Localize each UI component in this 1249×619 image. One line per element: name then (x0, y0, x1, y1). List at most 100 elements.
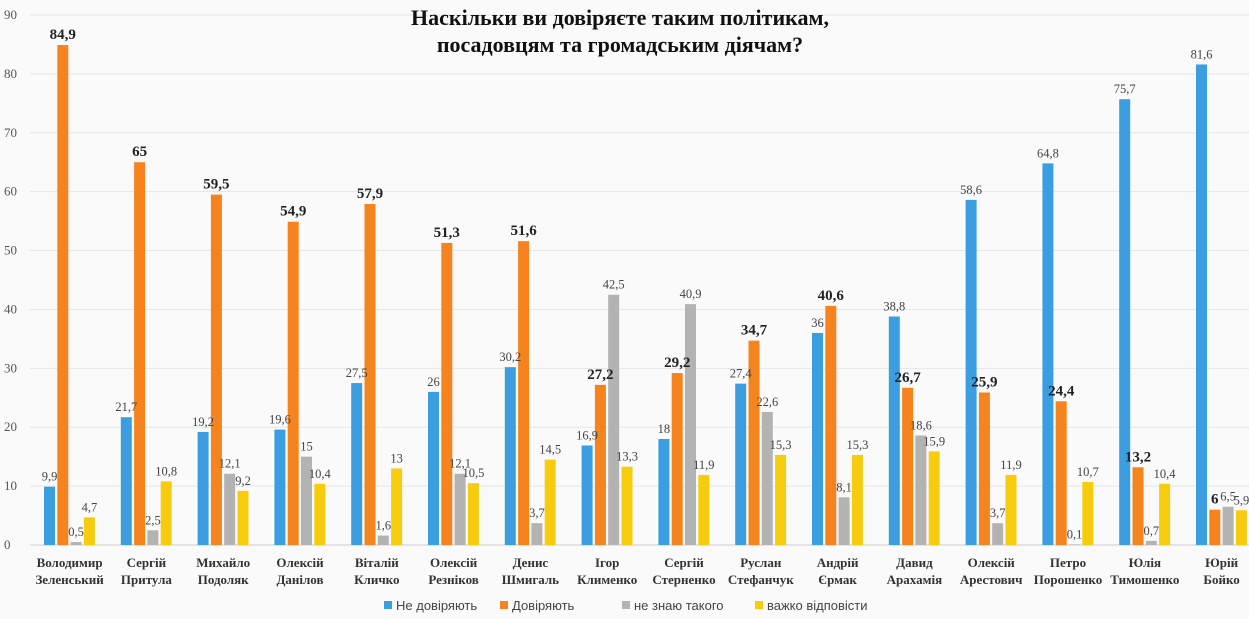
y-tick-label: 0 (4, 537, 11, 552)
y-tick-label: 60 (4, 184, 17, 199)
bar (1209, 509, 1221, 545)
data-label: 10,7 (1077, 465, 1099, 479)
bar (902, 387, 914, 545)
bar (441, 242, 453, 545)
data-label: 57,9 (357, 186, 383, 202)
data-label: 54,9 (280, 204, 306, 220)
x-axis-categories: Володимир Зеленський Сергій Притула Михайло П… (35, 555, 1239, 587)
data-label: 15,3 (770, 438, 792, 452)
data-label: 40,6 (818, 288, 845, 304)
data-label: 59,5 (203, 177, 229, 193)
bar (197, 431, 209, 545)
data-label: 84,9 (50, 27, 76, 43)
bar (1069, 544, 1080, 545)
data-label: 38,8 (883, 300, 905, 314)
data-label: 1,6 (375, 519, 391, 533)
data-label: 12,1 (219, 457, 241, 471)
data-label: 29,2 (664, 355, 690, 371)
data-label: 11,9 (1000, 458, 1021, 472)
bar (364, 204, 376, 546)
legend-swatch (500, 601, 508, 609)
data-label: 13,3 (616, 450, 638, 464)
legend-label: Не довіряють (396, 598, 477, 613)
data-label: 10,4 (309, 467, 332, 481)
data-label: 4,7 (82, 500, 98, 514)
data-label: 40,9 (680, 287, 702, 301)
category-label: Резніков (428, 572, 478, 587)
category-label: Ігор (595, 555, 619, 570)
data-label: 15,9 (923, 434, 945, 448)
bar (44, 486, 55, 545)
data-label: 18,6 (910, 418, 932, 432)
bar (1082, 481, 1094, 545)
category-label: Притула (121, 572, 173, 587)
bar (928, 451, 940, 545)
bar (671, 373, 683, 545)
data-label: 19,6 (269, 413, 291, 427)
legend-swatch (755, 601, 763, 609)
legend-label: важко відповісти (767, 598, 868, 613)
bar (210, 194, 222, 545)
bar (314, 483, 326, 545)
category-label: Данілов (276, 572, 323, 587)
data-label: 27,2 (587, 367, 613, 383)
bar (518, 241, 530, 545)
data-label: 10,5 (462, 466, 484, 480)
bar (1119, 99, 1131, 545)
bar (57, 45, 69, 546)
data-label: 30,2 (499, 350, 521, 364)
bar (851, 454, 863, 545)
data-label: 64,8 (1037, 146, 1059, 160)
bar (621, 466, 633, 545)
legend: Не довіряють Довіряють не знаю такого важко… (384, 598, 868, 613)
bar (120, 417, 132, 545)
data-label: 8,1 (836, 480, 852, 494)
data-label: 15 (300, 440, 313, 454)
category-label: Віталій (355, 555, 399, 570)
category-label: Клименко (577, 572, 637, 587)
data-label: 6,5 (1220, 490, 1236, 504)
data-label: 3,7 (529, 506, 545, 520)
category-label: Тимошенко (1110, 572, 1179, 587)
data-labels: 9,9 84,9 0,5 4,7 21,7 65 2,5 10,8 19,2 59,5 12,1 9,… (42, 27, 1249, 541)
bar (838, 497, 850, 545)
category-label: Олексій (968, 555, 1016, 570)
data-label: 10,8 (155, 464, 177, 478)
data-label: 36 (811, 316, 824, 330)
data-label: 22,6 (756, 395, 778, 409)
bar (581, 445, 593, 545)
category-label: Бойко (1203, 572, 1239, 587)
bar (377, 535, 389, 545)
bar (915, 435, 927, 545)
bar (748, 340, 760, 545)
y-tick-label: 80 (4, 66, 17, 81)
bar (237, 490, 249, 545)
bar (1132, 467, 1144, 545)
bar (825, 305, 837, 545)
bar (454, 473, 466, 545)
bar (1042, 163, 1054, 545)
data-label: 75,7 (1114, 82, 1136, 96)
data-label: 16,9 (576, 428, 598, 442)
data-label: 0,1 (1067, 527, 1083, 541)
category-label: Юрій (1205, 555, 1238, 570)
data-label: 9,2 (235, 474, 251, 488)
data-label: 26 (427, 375, 440, 389)
data-label: 0,7 (1143, 524, 1159, 538)
bar (698, 474, 710, 545)
category-label: Зеленський (35, 572, 104, 587)
y-tick-label: 30 (4, 360, 17, 375)
bar (134, 162, 146, 545)
bar (70, 542, 82, 545)
bar (1145, 540, 1157, 545)
bar (1159, 483, 1171, 545)
category-label: Кличко (354, 572, 399, 587)
bar (274, 429, 286, 545)
data-label: 58,6 (960, 183, 982, 197)
data-label: 13 (390, 451, 403, 465)
data-label: 81,6 (1191, 47, 1213, 61)
category-label: Михайло (196, 555, 250, 570)
bar (1222, 506, 1234, 545)
bar (147, 530, 159, 545)
